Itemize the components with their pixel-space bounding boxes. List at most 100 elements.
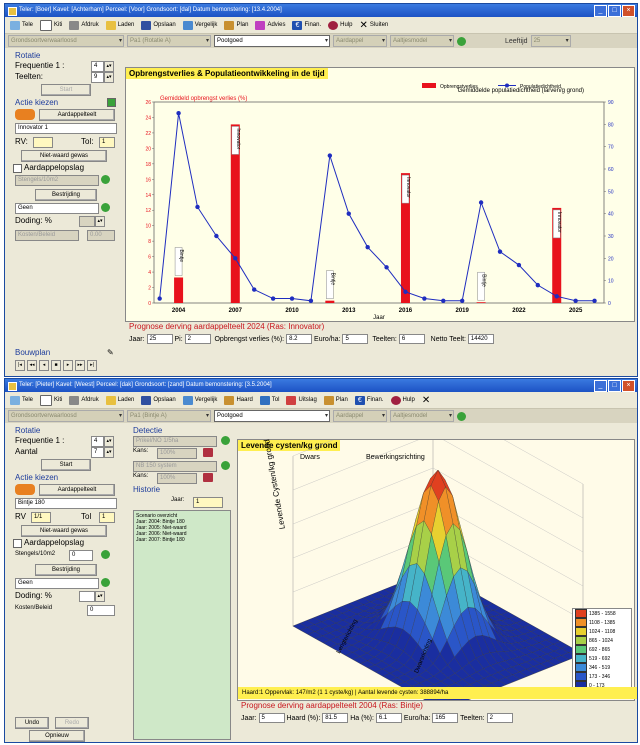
frequentie-spinner[interactable]: ▴▾ — [104, 436, 114, 447]
geen-select[interactable]: Geen — [15, 578, 99, 589]
start-button[interactable]: Start — [41, 84, 91, 96]
toolbar-item-afdruk[interactable]: Afdruk — [67, 395, 100, 405]
aaltjesmodel-select[interactable]: Aaltjesmodel — [390, 410, 454, 422]
doding-spinner[interactable]: ▴▾ — [95, 216, 105, 227]
toolbar-item-tol[interactable]: Tol — [258, 395, 282, 405]
toolbar-item-hulp[interactable]: Hulp — [389, 395, 417, 405]
toolbar-item-hulp[interactable]: Hulp — [326, 20, 354, 30]
euro-field[interactable]: 5 — [342, 334, 369, 344]
close-button[interactable]: × — [622, 5, 635, 17]
toolbar-item-opslaan[interactable]: Opslaan — [139, 395, 177, 405]
geen-go-icon[interactable] — [101, 203, 110, 212]
niet-waard-gewas-button[interactable]: Niet-waard gewas — [21, 525, 107, 537]
go-icon[interactable] — [457, 411, 466, 421]
kans-input-1[interactable]: 100% — [157, 448, 197, 459]
grondsoort-select[interactable]: Grondsoortverwaarloosd — [8, 35, 124, 47]
pootgoed-select[interactable]: Pootgoed — [214, 35, 330, 47]
toolbar-item-sluiten[interactable]: ✕ — [420, 395, 432, 406]
toolbar-item-finan[interactable]: € Finan. — [290, 20, 323, 30]
bestrijding-button[interactable]: Bestrijding — [35, 564, 97, 576]
close-button[interactable]: × — [622, 380, 635, 392]
toolbar-item-laden[interactable]: Laden — [104, 20, 137, 30]
toolbar-item-plan[interactable]: Plan — [222, 20, 250, 30]
stop-icon[interactable]: ■ — [51, 360, 61, 371]
tol-input[interactable]: 1 — [99, 512, 115, 523]
chart-icon[interactable] — [203, 473, 213, 482]
geen-go-icon[interactable] — [101, 578, 110, 587]
pootgoed-select[interactable]: Pootgoed — [214, 410, 330, 422]
toolbar-item-vergelijk[interactable]: Vergelijk — [181, 20, 220, 30]
opbrengst-field[interactable]: 8.2 — [286, 334, 313, 344]
aantal-input[interactable]: 7 — [91, 447, 104, 458]
toolbar-item-kiti[interactable]: Kiti — [38, 19, 64, 31]
ras-select[interactable]: Bintje 180 — [15, 498, 117, 509]
aaltjesmodel-select[interactable]: Aaltjesmodel — [390, 35, 454, 47]
next-icon[interactable]: ▸ — [63, 360, 73, 371]
opnieuw-button[interactable]: Opnieuw — [29, 730, 85, 742]
aardappelteelt-button[interactable]: Aardappelteelt — [39, 109, 115, 121]
stengels-input[interactable]: 0 — [69, 550, 93, 561]
prev-fast-icon[interactable]: ◂◂ — [27, 360, 37, 371]
leeftijd-select[interactable]: 25 — [530, 35, 571, 47]
detectie-go-icon-2[interactable] — [221, 461, 230, 470]
aardappel-select[interactable]: Aardappel — [333, 35, 387, 47]
pencil-icon[interactable]: ✎ — [107, 348, 114, 357]
redo-button[interactable]: Redo — [55, 717, 89, 729]
maximize-button[interactable]: □ — [608, 5, 621, 17]
teelten-field[interactable]: 2 — [486, 713, 513, 723]
toolbar-item-haard[interactable]: Haard — [222, 395, 254, 405]
geen-select[interactable]: Geen — [15, 203, 99, 214]
stengels-go-icon[interactable] — [101, 550, 110, 559]
toolbar-item-opslaan[interactable]: Opslaan — [139, 20, 177, 30]
maximize-button[interactable]: □ — [608, 380, 621, 392]
toolbar-item-tele[interactable]: Tele — [8, 20, 35, 30]
detectie-method-1[interactable]: Prikel/NO 1/5ha — [133, 436, 217, 447]
toolbar-item-plan[interactable]: Plan — [322, 395, 350, 405]
doding-spinner[interactable]: ▴▾ — [95, 591, 105, 602]
frequentie-input[interactable]: 4 — [91, 436, 104, 447]
rv-input[interactable]: 1/1 — [31, 512, 51, 523]
rotatie-select[interactable]: Pa1 (Rotatie A) — [127, 35, 211, 47]
detectie-go-icon-1[interactable] — [221, 436, 230, 445]
rotatie-select[interactable]: Pa1 (Bintje A) — [127, 410, 211, 422]
aantal-spinner[interactable]: ▴▾ — [104, 447, 114, 458]
doding-input[interactable] — [79, 216, 95, 227]
bestrijding-button[interactable]: Bestrijding — [35, 189, 97, 201]
toolbar-item-vergelijk[interactable]: Vergelijk — [181, 395, 220, 405]
stengels-go-icon[interactable] — [101, 175, 110, 184]
kans-input-2[interactable]: 100% — [157, 473, 197, 484]
toolbar-item-uitslag[interactable]: Uitslag — [284, 395, 318, 405]
jaar-field[interactable]: 25 — [146, 334, 173, 344]
toolbar-item-tele[interactable]: Tele — [8, 395, 35, 405]
aardappelopslag-checkbox[interactable] — [13, 539, 22, 548]
aardappelteelt-button[interactable]: Aardappelteelt — [39, 484, 115, 496]
kosten-input[interactable]: 0.00 — [87, 230, 115, 241]
aardappelopslag-checkbox[interactable] — [13, 164, 22, 173]
jaar-field[interactable]: 5 — [258, 713, 285, 723]
detectie-method-2[interactable]: NB 150 system — [133, 461, 217, 472]
last-icon[interactable]: ▸| — [87, 360, 97, 371]
ras-select[interactable]: Innovator 1 — [15, 123, 117, 134]
undo-button[interactable]: Undo — [15, 717, 49, 729]
teelten-spinner[interactable]: ▴▾ — [104, 72, 114, 83]
minimize-button[interactable]: _ — [594, 380, 607, 392]
go-icon[interactable] — [457, 36, 466, 46]
prev-icon[interactable]: ◂ — [39, 360, 49, 371]
rv-input[interactable] — [33, 137, 53, 148]
minimize-button[interactable]: _ — [594, 5, 607, 17]
doding-input[interactable] — [79, 591, 95, 602]
teelten-input[interactable]: 9 — [91, 72, 104, 83]
toolbar-item-advies[interactable]: Advies — [253, 20, 287, 30]
start-button[interactable]: Start — [41, 459, 91, 471]
euro-field[interactable]: 165 — [432, 713, 459, 723]
kosten-input[interactable]: 0 — [87, 605, 115, 616]
next-fast-icon[interactable]: ▸▸ — [75, 360, 85, 371]
frequentie-input[interactable]: 4 — [91, 61, 104, 72]
teelten-field[interactable]: 6 — [398, 334, 425, 344]
toolbar-item-kiti[interactable]: Kiti — [38, 394, 64, 406]
jaar-input[interactable]: 1 — [193, 497, 223, 508]
haard-field[interactable]: 81.5 — [322, 713, 349, 723]
pi-field[interactable]: 2 — [184, 334, 211, 344]
netto-field[interactable]: 14420 — [467, 334, 494, 344]
aardappel-select[interactable]: Aardappel — [333, 410, 387, 422]
